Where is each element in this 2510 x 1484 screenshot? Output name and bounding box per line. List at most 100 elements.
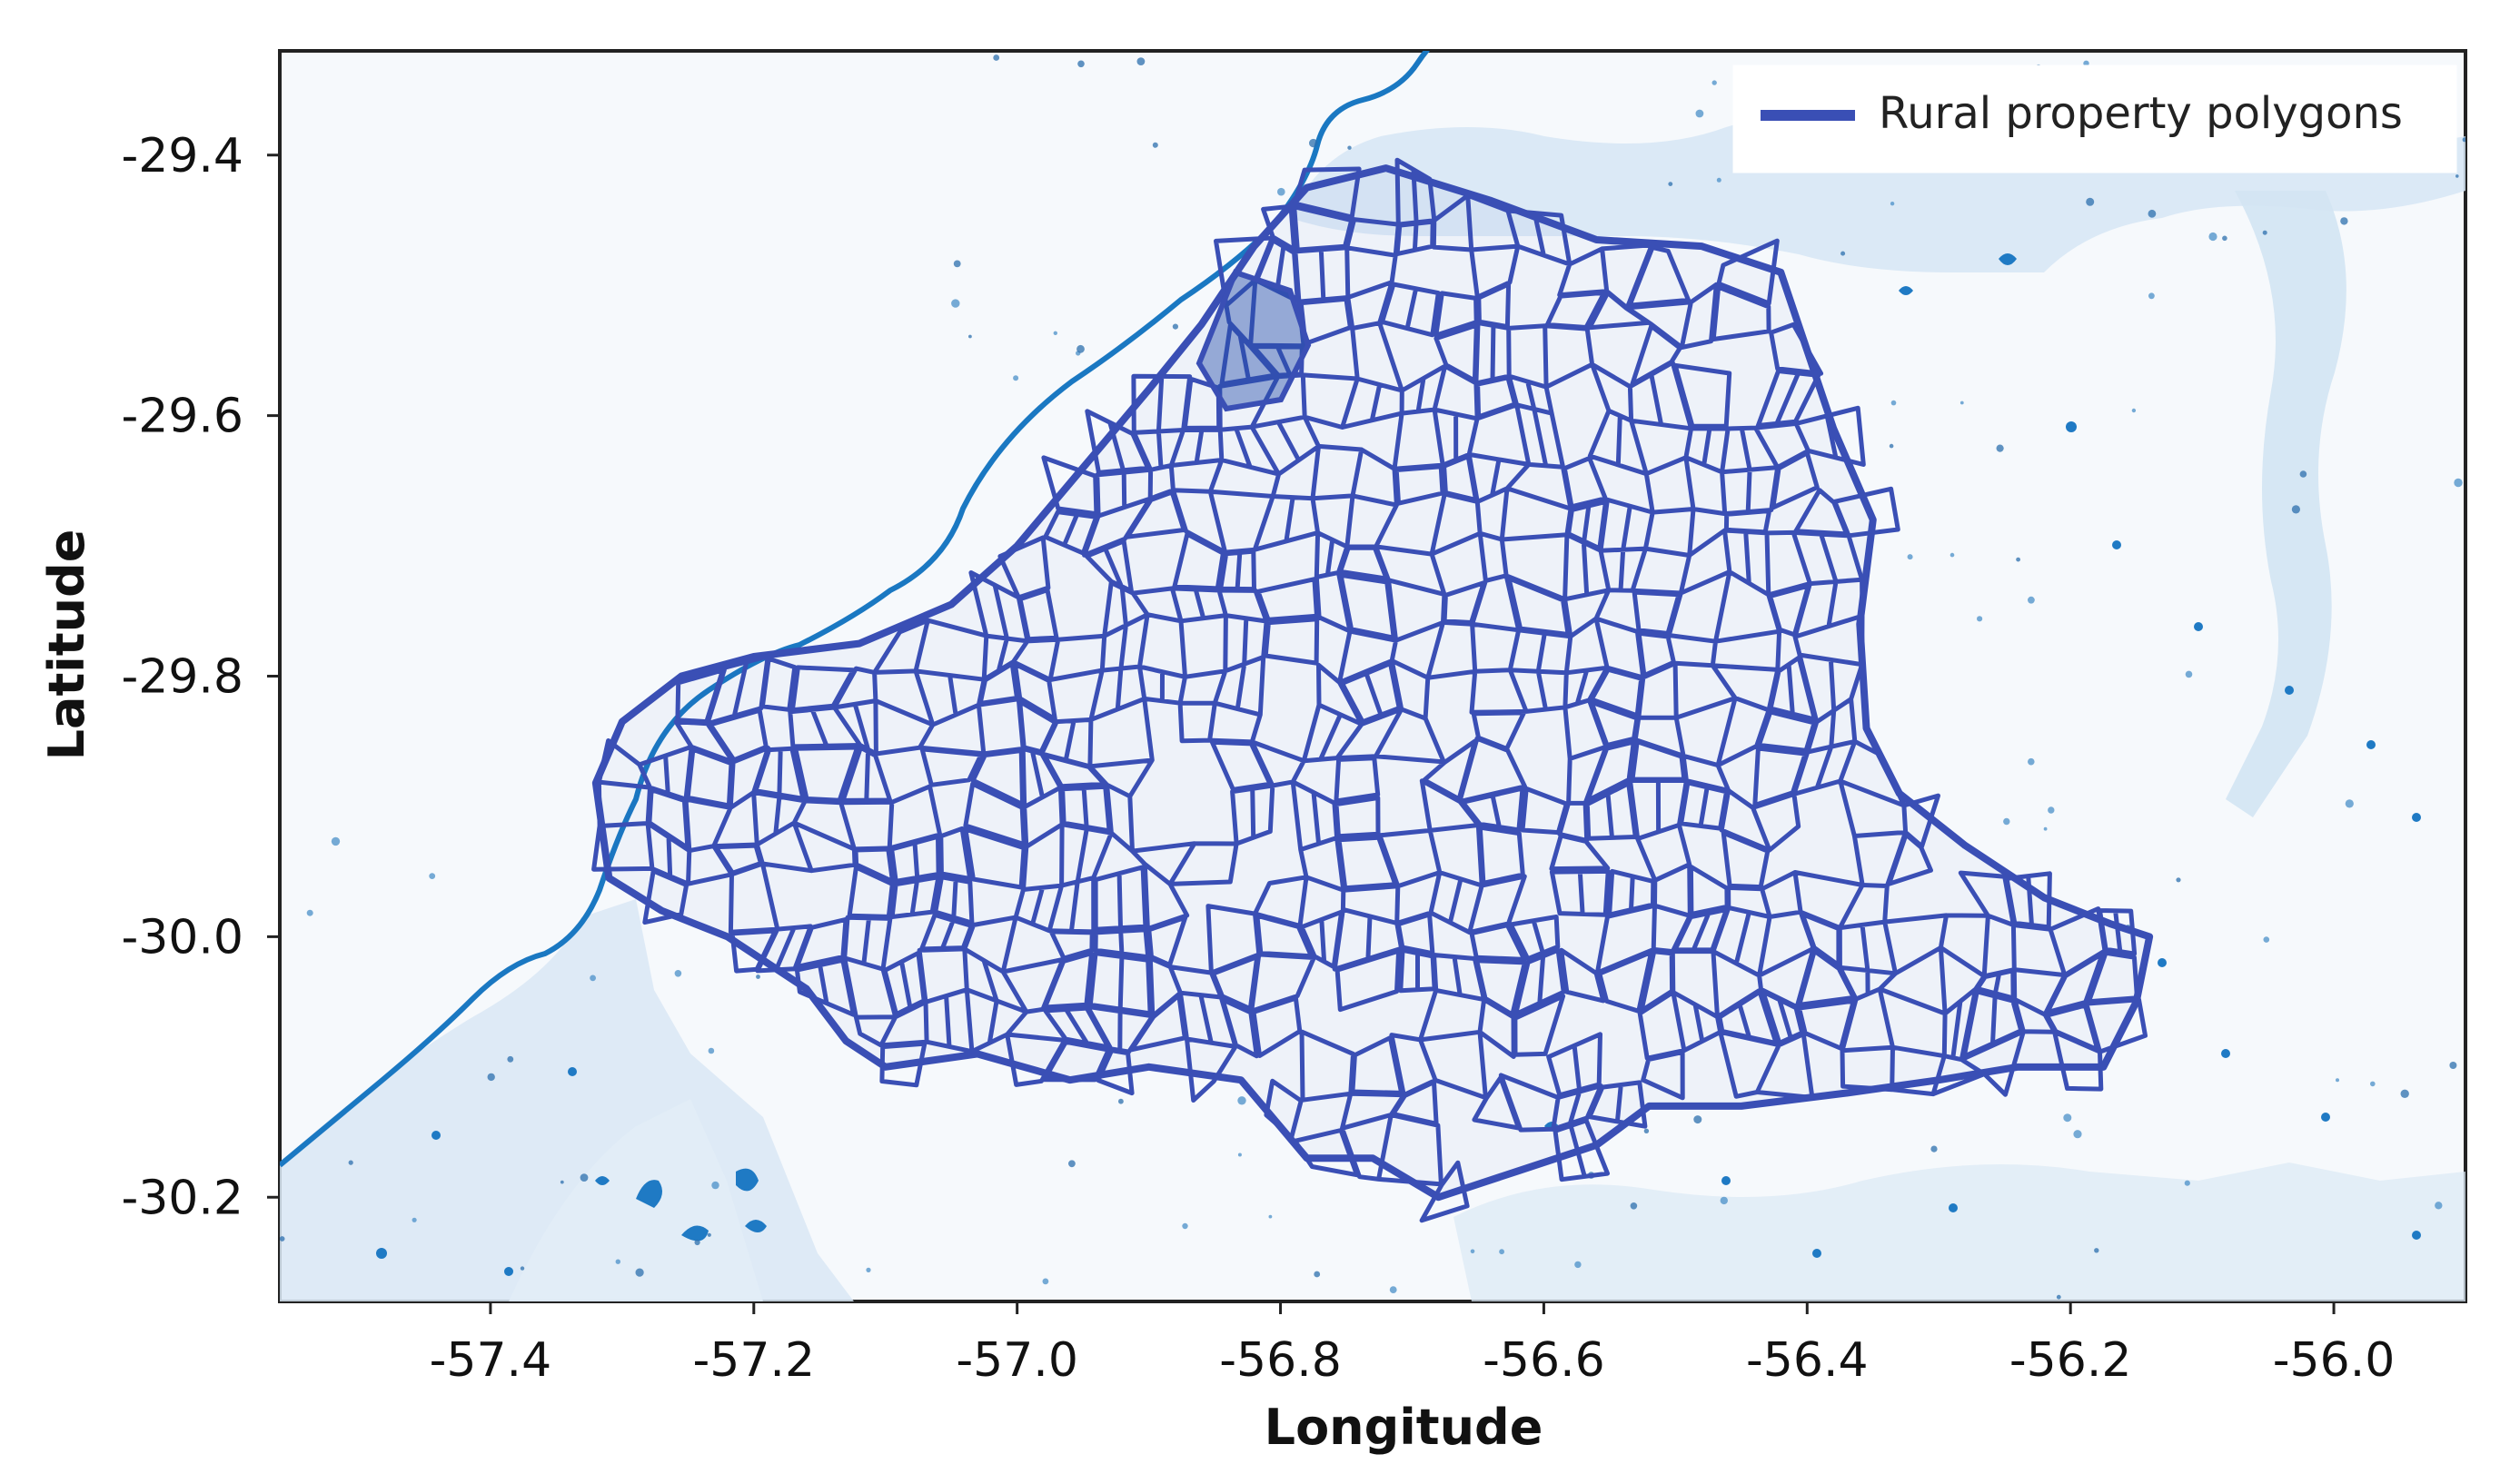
pond: [674, 970, 682, 977]
lowland-southwest: [509, 1099, 763, 1301]
lake: [2194, 622, 2203, 631]
pond: [1013, 375, 1019, 381]
pond: [560, 1180, 564, 1184]
pond: [2340, 217, 2348, 225]
pond: [429, 873, 436, 879]
y-tick-label: -29.8: [121, 650, 243, 705]
pond: [520, 1266, 525, 1271]
lake: [736, 1168, 759, 1192]
pond: [1977, 616, 1983, 622]
pond: [1172, 323, 1178, 330]
pond: [580, 1173, 589, 1182]
pond: [615, 1259, 620, 1264]
pond: [2043, 826, 2048, 831]
map-layers: [280, 51, 2465, 1301]
parcel-boundaries: [591, 157, 2148, 1223]
lake: [1999, 253, 2017, 265]
pond: [953, 260, 961, 268]
lake: [2112, 540, 2121, 549]
x-tick-label: -56.0: [2273, 1333, 2396, 1388]
small-ponds: [280, 54, 2465, 1300]
lake: [681, 1225, 709, 1242]
lake: [2285, 686, 2294, 695]
pond: [2094, 1248, 2099, 1253]
pond: [306, 909, 313, 916]
pond: [951, 299, 960, 308]
pond: [2083, 60, 2089, 67]
x-tick-label: -56.2: [2009, 1333, 2132, 1388]
lake: [1949, 1203, 1958, 1212]
y-tick-label: -29.4: [121, 129, 243, 183]
pond: [280, 1236, 285, 1242]
pond: [2056, 1294, 2061, 1300]
lake: [636, 1180, 662, 1208]
pond: [2449, 1062, 2457, 1069]
pond: [708, 1047, 715, 1054]
pond: [1118, 1098, 1124, 1104]
pond: [1389, 1286, 1397, 1293]
pond: [2048, 806, 2055, 814]
pond: [1949, 552, 1955, 558]
pond: [1268, 1214, 1273, 1219]
pond: [1136, 57, 1146, 65]
pond: [1277, 187, 1285, 196]
pond: [1890, 400, 1897, 406]
pond: [1996, 444, 2004, 452]
pond: [1907, 554, 1913, 560]
x-tick-label: -56.8: [1219, 1333, 1342, 1388]
pond: [2148, 209, 2157, 218]
pond: [2345, 799, 2354, 808]
pond: [1889, 443, 1894, 449]
pond: [2063, 1113, 2072, 1123]
lake: [2158, 958, 2167, 967]
pond: [2176, 877, 2181, 883]
lake: [2221, 1049, 2230, 1058]
y-tick-label: -30.0: [121, 910, 243, 965]
y-tick-label: -29.6: [121, 390, 243, 444]
river: [280, 51, 1431, 1168]
y-axis: -29.4 -29.6 -29.8 -30.0 -30.2: [121, 129, 280, 1225]
pond: [1182, 1222, 1188, 1230]
pond: [1840, 251, 1846, 256]
pond: [968, 334, 972, 339]
pond: [2028, 757, 2035, 766]
pond: [2073, 1130, 2082, 1139]
pond: [1930, 1145, 1938, 1153]
pond: [2086, 197, 2095, 206]
pond: [2262, 230, 2267, 235]
pond: [2462, 137, 2465, 143]
pond: [2184, 1180, 2190, 1186]
lake: [1812, 1249, 1821, 1258]
pond: [711, 1181, 719, 1190]
y-tick-label: -30.2: [121, 1171, 243, 1225]
lake: [432, 1131, 441, 1140]
pond: [1630, 1202, 1638, 1210]
pond: [2003, 817, 2010, 826]
pond: [2222, 235, 2227, 242]
pond: [590, 974, 596, 982]
pond: [1077, 60, 1085, 68]
pond: [1076, 344, 1085, 353]
pond: [1668, 182, 1673, 187]
pond: [1237, 1153, 1242, 1157]
pond: [1890, 202, 1895, 206]
pond: [2263, 936, 2270, 943]
pond: [2454, 478, 2463, 488]
x-axis: -57.4 -57.2 -57.0 -56.8 -56.6 -56.4 -56.2 -56.0: [430, 1301, 2396, 1388]
pond: [1695, 109, 1704, 118]
lake: [2066, 421, 2077, 432]
lake: [2412, 1231, 2421, 1240]
x-tick-label: -57.0: [956, 1333, 1078, 1388]
lake: [2412, 813, 2421, 822]
pond: [2291, 505, 2300, 514]
pond: [1711, 80, 1717, 85]
pond: [1053, 331, 1058, 335]
pond: [707, 1232, 711, 1237]
lake: [504, 1267, 513, 1276]
pond: [2370, 1081, 2376, 1087]
pond: [2455, 174, 2459, 178]
pond: [507, 1055, 514, 1063]
x-tick-label: -57.2: [693, 1333, 816, 1388]
x-axis-title: Longitude: [1265, 1399, 1543, 1456]
